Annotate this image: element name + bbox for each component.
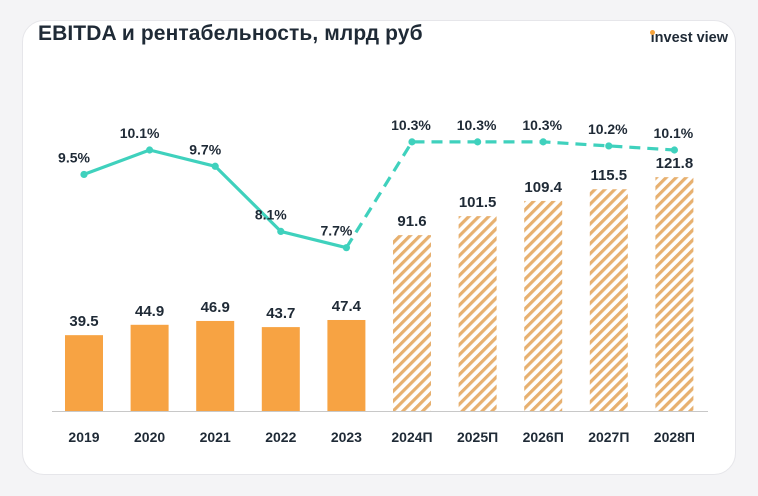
brand-logo: invest view: [649, 30, 728, 46]
bar-2028П: [655, 177, 694, 411]
bar-value-label: 115.5: [590, 167, 627, 184]
x-tick-label: 2028П: [654, 429, 695, 445]
margin-point-2025П: [474, 138, 482, 146]
x-tick-label: 2024П: [391, 429, 432, 445]
margin-value-label: 8.1%: [255, 206, 287, 222]
margin-point-2022: [277, 227, 285, 235]
x-tick-label: 2021: [200, 429, 231, 445]
bar-2026П: [524, 200, 563, 411]
bar-value-label: 43.7: [266, 305, 295, 322]
bar-2021: [196, 320, 235, 411]
x-tick-label: 2026П: [523, 429, 564, 445]
margin-value-label: 10.2%: [588, 121, 628, 137]
margin-point-2027П: [605, 142, 613, 150]
margin-point-2028П: [670, 146, 679, 154]
margin-value-label: 10.3%: [522, 117, 562, 133]
bar-value-label: 109.4: [524, 179, 562, 196]
margin-point-2026П: [539, 138, 547, 146]
bar-value-label: 44.9: [135, 303, 164, 320]
bar-value-label: 101.5: [459, 194, 497, 211]
margin-line-forecast: [345, 140, 675, 249]
margin-value-label: 9.5%: [58, 149, 90, 165]
bar-value-label: 46.9: [201, 299, 230, 316]
logo-text: nvest view: [654, 30, 728, 46]
chart-title: EBITDA и рентабельность, млрд руб: [38, 22, 423, 45]
margin-value-label: 9.7%: [189, 141, 221, 157]
x-tick-label: 2019: [68, 429, 99, 445]
bar-value-label: 121.8: [656, 155, 694, 172]
x-tick-label: 2023: [331, 429, 362, 445]
bar-2024П: [393, 235, 431, 411]
margin-value-label: 10.3%: [457, 117, 497, 133]
margin-value-label: 10.3%: [391, 117, 431, 133]
bar-value-label: 91.6: [397, 213, 426, 230]
margin-point-2024П: [408, 138, 416, 146]
margin-point-2019: [80, 170, 88, 179]
bar-2023: [327, 319, 366, 411]
bar-2020: [130, 324, 169, 411]
margin-point-2021: [211, 162, 219, 170]
margin-point-2023: [342, 244, 350, 252]
margin-value-label: 7.7%: [320, 223, 352, 239]
logo-dot-icon: [649, 30, 655, 35]
logo-first-letter: i: [650, 30, 655, 46]
bar-value-label: 47.4: [332, 298, 362, 315]
x-tick-label: 2025П: [457, 429, 498, 445]
x-tick-label: 2027П: [588, 429, 629, 445]
bar-2027П: [589, 189, 628, 411]
margin-point-2020: [146, 146, 154, 154]
bar-2025П: [458, 216, 497, 411]
bar-2019: [65, 335, 103, 411]
bar-2022: [261, 327, 300, 411]
margin-value-label: 10.1%: [654, 125, 694, 141]
x-tick-label: 2020: [134, 429, 165, 445]
logo-letter-i: i: [649, 30, 655, 46]
x-tick-label: 2022: [265, 429, 296, 445]
margin-value-label: 10.1%: [120, 125, 160, 141]
bar-value-label: 39.5: [69, 313, 98, 330]
